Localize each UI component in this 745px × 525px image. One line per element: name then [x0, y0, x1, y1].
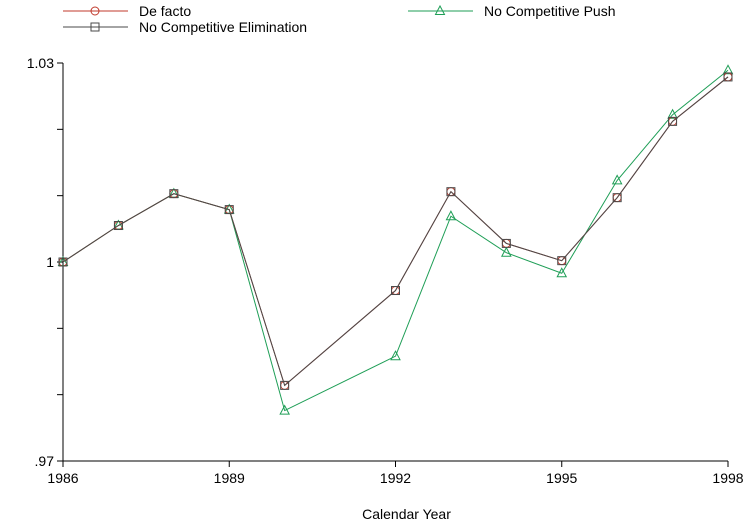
data-point — [390, 350, 401, 361]
data-point — [113, 221, 123, 231]
y-tick-label: 1 — [46, 254, 54, 270]
x-tick-label: 1986 — [47, 470, 78, 486]
axes: .97 1 1.03 1986 1989 1992 1995 1998 Calendar Y… — [27, 55, 744, 522]
legend-marker — [90, 6, 100, 16]
data-point — [668, 116, 678, 126]
legend-item: No Competitive Elimination — [63, 19, 307, 35]
plot-area — [57, 64, 734, 415]
series-line — [62, 76, 729, 387]
data-point — [612, 193, 622, 203]
data-point — [722, 64, 734, 75]
y-tick-label: 1.03 — [27, 55, 54, 71]
data-point — [279, 404, 290, 415]
data-point — [445, 210, 457, 221]
data-point — [556, 267, 568, 278]
data-point — [58, 257, 68, 267]
data-point — [501, 238, 511, 248]
x-tick-label: 1992 — [380, 470, 411, 486]
x-tick-label: 1989 — [214, 470, 245, 486]
data-point — [280, 380, 290, 390]
x-tick-label: 1995 — [546, 470, 577, 486]
legend-item: De facto — [63, 3, 191, 19]
data-point — [391, 286, 400, 296]
x-tick-label: 1998 — [712, 470, 743, 486]
data-point — [557, 256, 567, 266]
legend-label: No Competitive Elimination — [139, 19, 307, 35]
legend-marker — [90, 22, 100, 32]
series-de-facto — [58, 72, 733, 390]
x-ticks: 1986 1989 1992 1995 1998 — [47, 461, 744, 486]
series-no-competitive-push — [57, 64, 734, 415]
data-point — [169, 189, 179, 199]
y-ticks: .97 1 1.03 — [27, 55, 63, 469]
series-line — [62, 76, 729, 387]
legend: De facto No Competitive Push No Competitiv… — [63, 3, 616, 35]
legend-label: No Competitive Push — [484, 3, 616, 19]
data-point — [501, 246, 512, 257]
series-no-competitive-elimination — [58, 72, 733, 390]
legend-item: No Competitive Push — [408, 3, 616, 19]
data-point — [446, 187, 456, 197]
legend-label: De facto — [139, 3, 191, 19]
legend-marker — [434, 4, 446, 15]
data-point — [224, 205, 234, 215]
x-axis-label: Calendar Year — [362, 506, 451, 522]
data-point — [723, 72, 733, 82]
data-point — [611, 174, 623, 185]
y-tick-label: .97 — [35, 453, 55, 469]
data-point — [667, 108, 678, 119]
